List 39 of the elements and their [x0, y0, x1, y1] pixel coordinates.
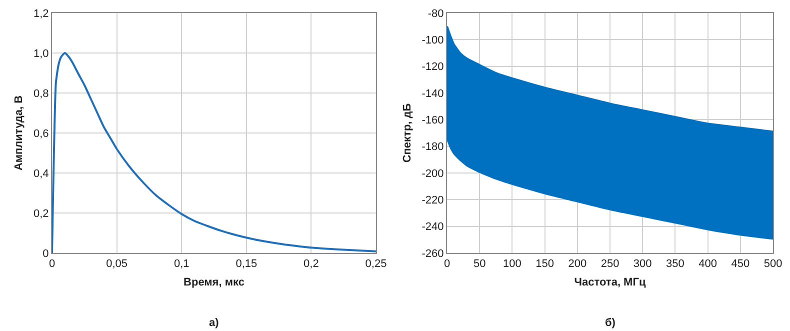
y-tick-label: 0,2: [34, 208, 49, 220]
x-tick-label: 150: [536, 258, 554, 270]
y-tick-label: -220: [422, 194, 444, 207]
x-tick-label: 0,05: [106, 258, 128, 270]
y-tick-label: 0,4: [34, 168, 49, 180]
y-tick-label: -200: [422, 168, 444, 180]
x-tick-label: 300: [633, 258, 652, 270]
y-tick-label: -120: [422, 61, 444, 74]
y-tick-label: 0,6: [34, 128, 49, 140]
x-tick-label: 0,1: [174, 258, 190, 270]
y-tick-label: 0: [42, 248, 49, 260]
x-tick-label: 400: [698, 258, 717, 270]
y-axis-title: Спектр, дБ: [401, 103, 414, 163]
x-tick-label: 500: [764, 258, 782, 270]
x-axis-title: Время, мкс: [184, 276, 244, 288]
y-tick-label: -180: [422, 141, 444, 154]
x-tick-label: 0,25: [365, 258, 387, 270]
line-series: [52, 52, 376, 253]
y-tick-label: 1,2: [34, 8, 49, 20]
x-tick-label: 50: [473, 258, 486, 270]
x-tick-label: 200: [568, 258, 587, 270]
text: а): [209, 317, 220, 329]
y-tick-label: -100: [422, 34, 444, 47]
x-axis-title: Частота, МГц: [574, 276, 646, 288]
y-tick-label: -80: [428, 8, 444, 20]
x-tick-label: 0,2: [304, 258, 319, 270]
y-tick-label: 0,8: [34, 88, 49, 100]
y-tick-label: -260: [422, 248, 444, 260]
x-tick-label: 250: [600, 258, 620, 270]
y-axis-title: Амплитуда, В: [13, 95, 26, 171]
x-tick-label: 100: [503, 258, 522, 270]
y-tick-label: -160: [422, 114, 444, 127]
y-tick-label: -240: [422, 221, 444, 234]
x-tick-label: 0,15: [236, 258, 258, 270]
x-tick-label: 350: [666, 258, 684, 270]
y-tick-label: -140: [422, 88, 444, 100]
y-tick-label: 1,0: [34, 48, 49, 60]
text: б): [605, 317, 616, 329]
x-tick-label: 450: [731, 258, 750, 270]
